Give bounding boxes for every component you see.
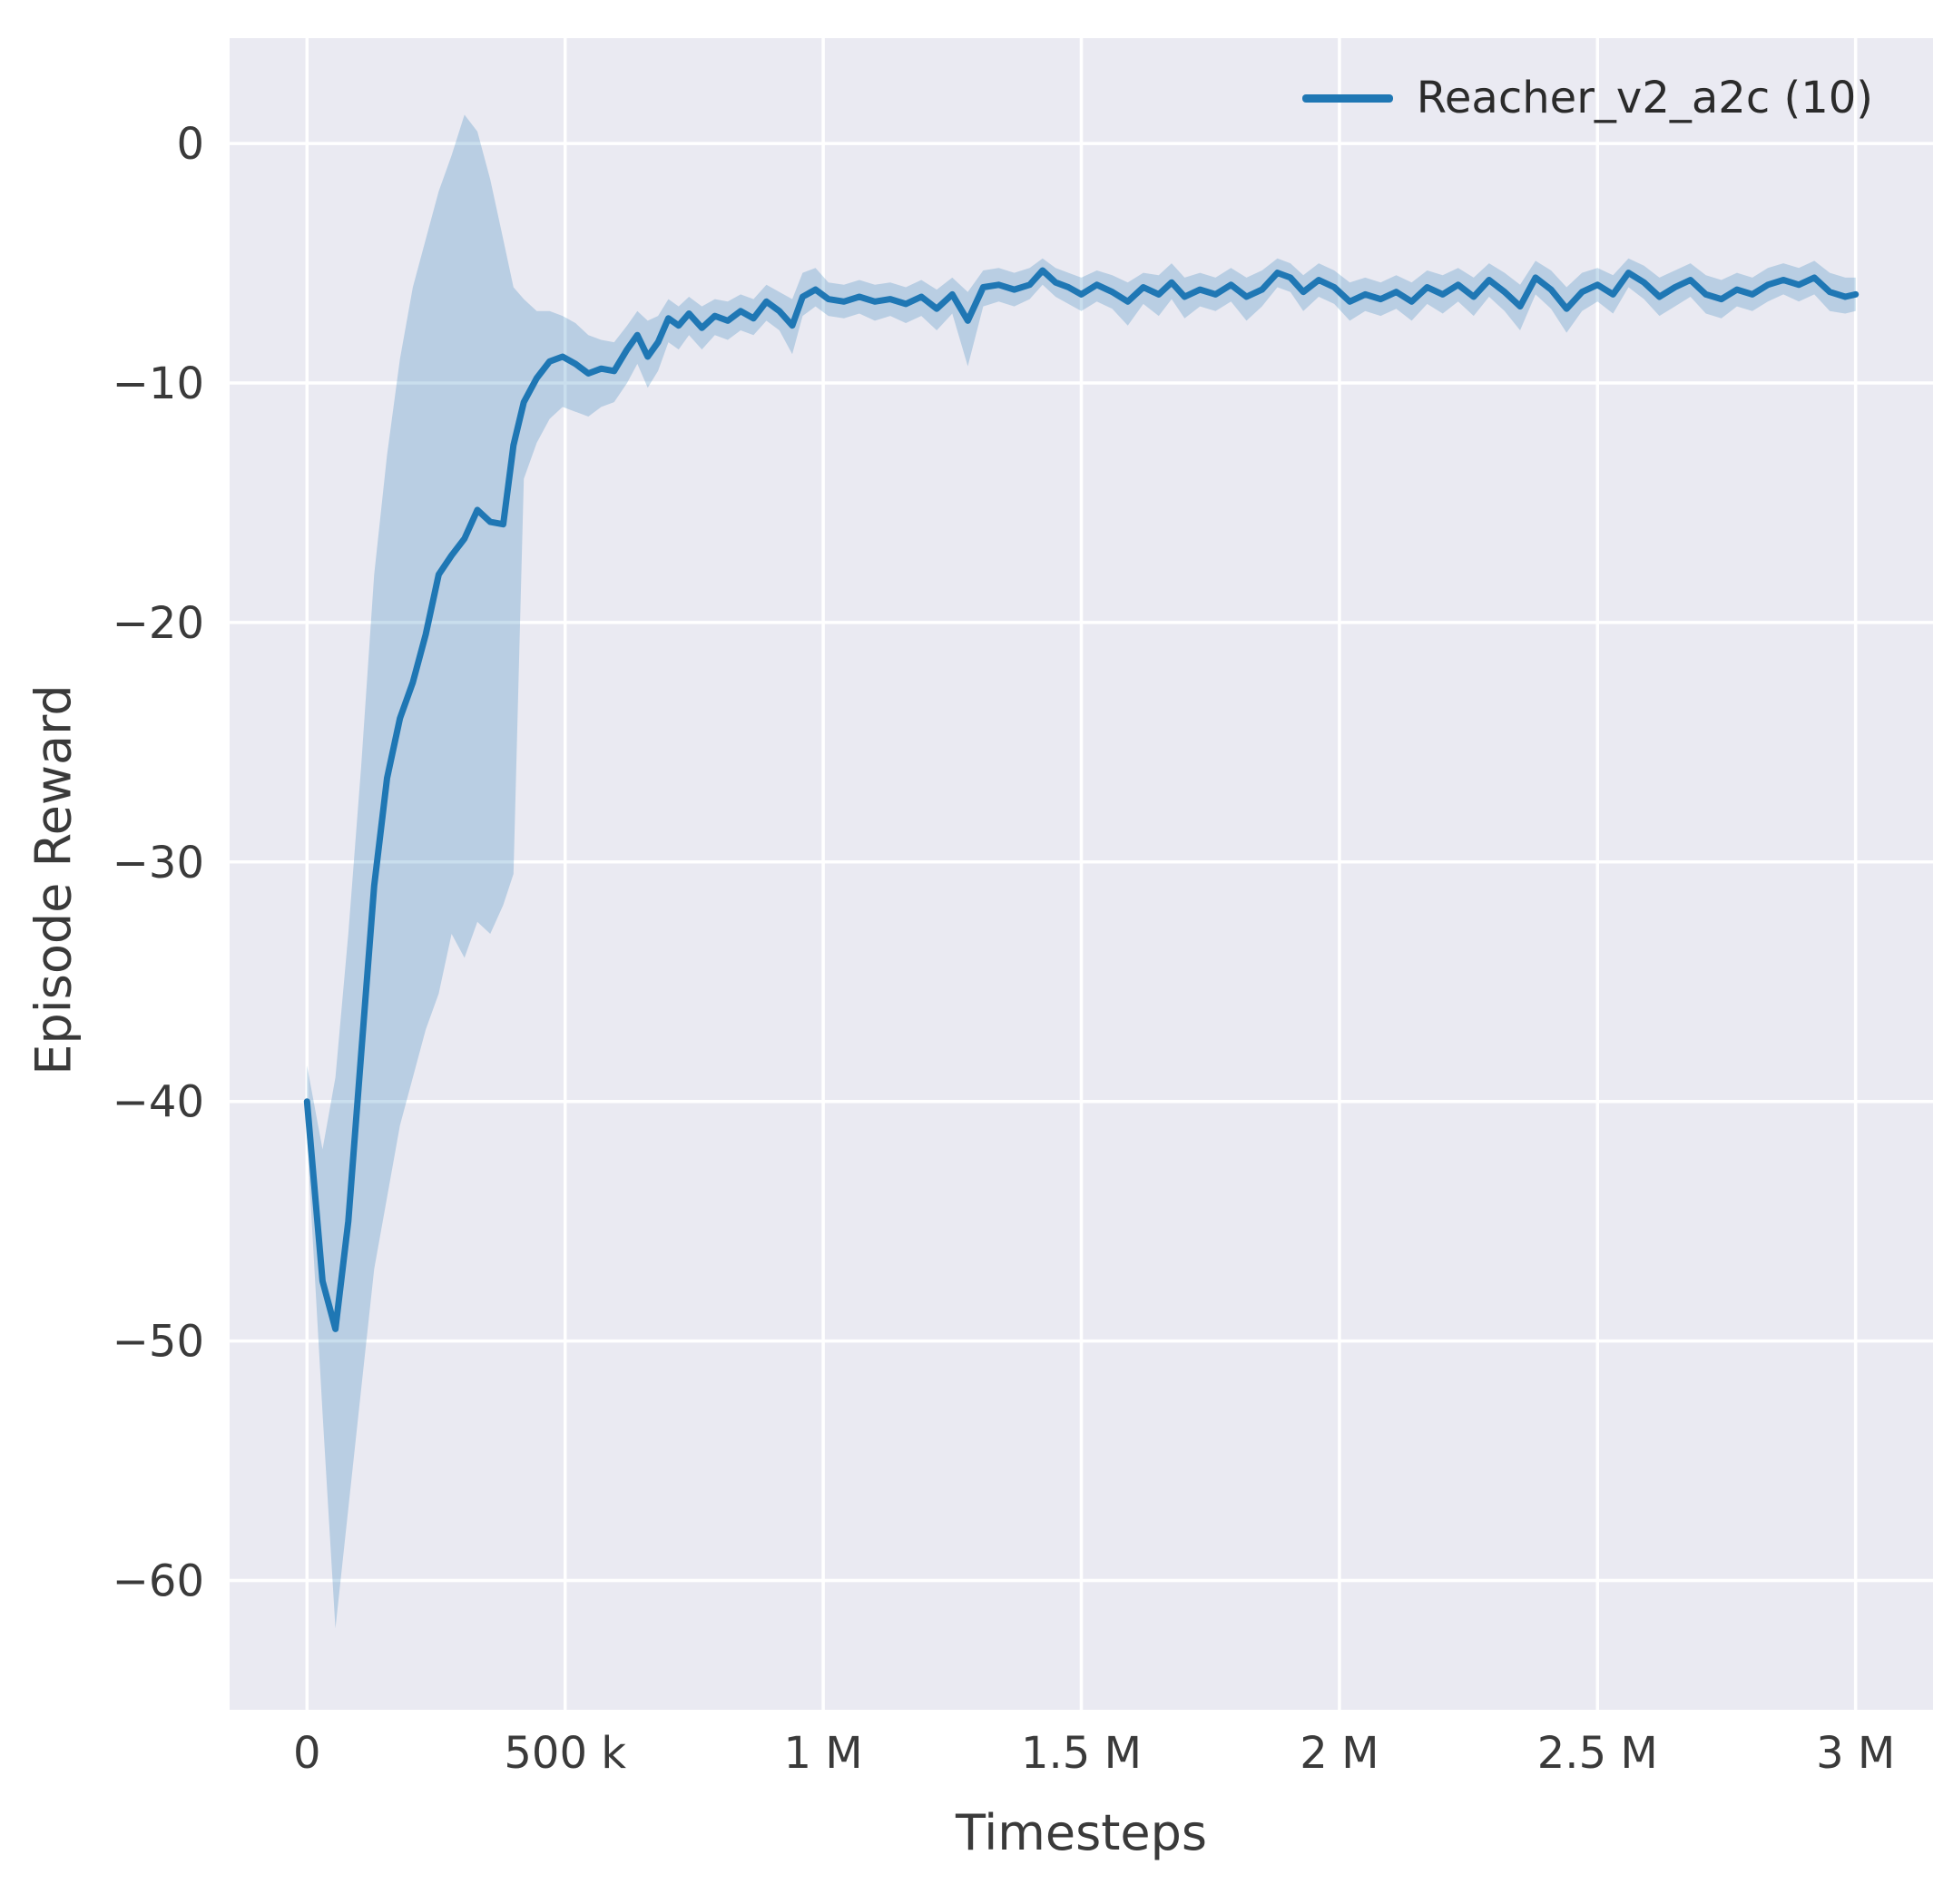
- confidence-band-layer: [307, 114, 1856, 1629]
- legend: Reacher_v2_a2c (10): [1301, 73, 1873, 123]
- x-axis-label: Timesteps: [955, 1804, 1208, 1861]
- y-axis-label: Episode Reward: [25, 684, 83, 1075]
- series-line-layer: [303, 267, 1860, 1332]
- y-tick-label: −60: [113, 1556, 204, 1606]
- y-tick-label: 0: [176, 119, 204, 170]
- y-tick-label: −30: [113, 838, 204, 888]
- x-tick-label: 500 k: [504, 1728, 626, 1779]
- grid-lines: [230, 38, 1933, 1710]
- x-tick-label: 0: [293, 1728, 321, 1779]
- series-line: [303, 267, 1860, 1332]
- x-tick-label: 2 M: [1300, 1728, 1379, 1779]
- confidence-band: [307, 114, 1856, 1629]
- legend-line-sample-icon: [1301, 93, 1393, 103]
- y-tick-labels: 0 −10 −20 −30 −40 −50 −60: [113, 119, 204, 1606]
- x-tick-labels: 0 500 k 1 M 1.5 M 2 M 2.5 M 3 M: [293, 1728, 1895, 1779]
- x-tick-label: 3 M: [1816, 1728, 1895, 1779]
- y-tick-label: −10: [113, 358, 204, 409]
- legend-label: Reacher_v2_a2c (10): [1416, 73, 1873, 123]
- x-tick-label: 1.5 M: [1021, 1728, 1142, 1779]
- y-tick-label: −20: [113, 598, 204, 649]
- y-tick-label: −50: [113, 1317, 204, 1368]
- x-tick-label: 2.5 M: [1537, 1728, 1658, 1779]
- y-tick-label: −40: [113, 1077, 204, 1128]
- x-tick-label: 1 M: [783, 1728, 862, 1779]
